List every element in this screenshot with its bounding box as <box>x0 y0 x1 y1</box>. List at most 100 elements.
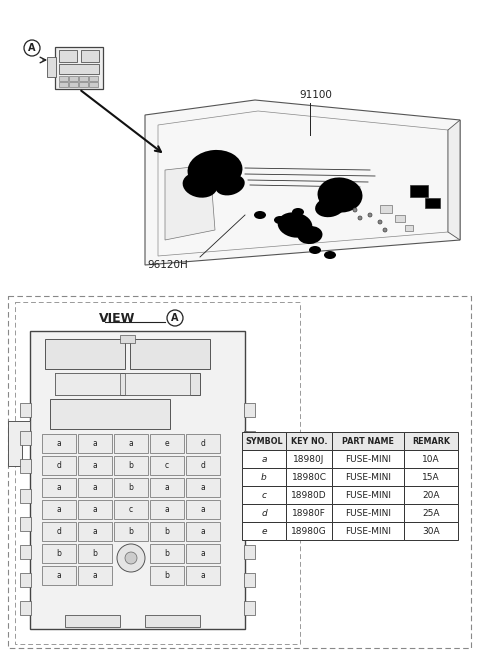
Text: 10A: 10A <box>422 455 440 464</box>
Bar <box>332 522 404 540</box>
Bar <box>114 456 148 475</box>
Bar <box>186 478 220 497</box>
Bar <box>186 500 220 519</box>
Bar <box>410 185 428 197</box>
Bar <box>244 459 255 473</box>
Bar <box>78 456 112 475</box>
Bar <box>286 450 332 468</box>
Bar <box>120 335 135 343</box>
Bar <box>55 47 103 89</box>
Text: c: c <box>165 461 169 470</box>
Text: 91100: 91100 <box>299 90 332 100</box>
Bar <box>130 339 210 369</box>
Bar <box>89 76 98 81</box>
Bar <box>45 339 125 369</box>
Text: FUSE-MINI: FUSE-MINI <box>345 472 391 482</box>
Bar <box>150 478 184 497</box>
Bar <box>244 403 255 417</box>
Text: 18980J: 18980J <box>293 455 324 464</box>
Bar <box>404 504 458 522</box>
Polygon shape <box>165 165 215 240</box>
Polygon shape <box>245 431 275 476</box>
Ellipse shape <box>254 211 266 219</box>
Bar <box>114 500 148 519</box>
Text: a: a <box>93 439 97 448</box>
Circle shape <box>167 310 183 326</box>
Text: a: a <box>57 505 61 514</box>
Bar <box>55 373 200 395</box>
Bar <box>20 601 31 615</box>
Bar <box>150 500 184 519</box>
Text: REMARK: REMARK <box>412 436 450 445</box>
Bar <box>242 450 286 468</box>
Bar <box>395 215 405 222</box>
Text: a: a <box>165 483 169 492</box>
Ellipse shape <box>188 150 242 190</box>
Bar <box>42 522 76 541</box>
Bar <box>125 373 190 395</box>
Bar <box>42 566 76 585</box>
Text: d: d <box>261 508 267 518</box>
Bar <box>42 544 76 563</box>
Bar <box>114 522 148 541</box>
Text: a: a <box>201 505 205 514</box>
Polygon shape <box>8 421 30 466</box>
Text: d: d <box>57 527 61 536</box>
Bar <box>145 615 200 627</box>
Ellipse shape <box>182 173 217 197</box>
Bar <box>286 486 332 504</box>
Bar <box>8 296 471 648</box>
Bar <box>242 522 286 540</box>
Bar <box>242 486 286 504</box>
Bar <box>244 489 255 503</box>
Bar <box>332 450 404 468</box>
Polygon shape <box>448 120 460 240</box>
Bar <box>244 545 255 559</box>
Text: a: a <box>129 439 133 448</box>
Text: 20A: 20A <box>422 491 440 499</box>
Bar <box>380 205 392 213</box>
Bar <box>186 434 220 453</box>
Text: A: A <box>28 43 36 53</box>
Bar <box>20 403 31 417</box>
Text: 25A: 25A <box>422 508 440 518</box>
Bar <box>242 468 286 486</box>
Text: a: a <box>165 505 169 514</box>
Text: b: b <box>165 549 169 558</box>
Text: d: d <box>201 461 205 470</box>
Bar <box>150 434 184 453</box>
Bar <box>42 478 76 497</box>
Bar <box>244 431 255 445</box>
Bar <box>425 198 440 208</box>
Bar <box>244 573 255 587</box>
Bar <box>244 601 255 615</box>
Text: b: b <box>165 571 169 580</box>
Text: 15A: 15A <box>422 472 440 482</box>
Ellipse shape <box>315 197 345 217</box>
Bar <box>286 522 332 540</box>
Bar <box>59 64 99 74</box>
Text: b: b <box>129 461 133 470</box>
Text: b: b <box>261 472 267 482</box>
Circle shape <box>368 213 372 217</box>
Bar <box>15 302 300 644</box>
Text: A: A <box>171 313 179 323</box>
Text: e: e <box>261 527 267 535</box>
Text: a: a <box>93 483 97 492</box>
Text: a: a <box>201 549 205 558</box>
Bar <box>286 504 332 522</box>
Bar <box>79 76 88 81</box>
Text: 18980D: 18980D <box>291 491 327 499</box>
Text: 18980G: 18980G <box>291 527 327 535</box>
Bar <box>150 544 184 563</box>
Text: a: a <box>261 455 267 464</box>
Ellipse shape <box>318 178 362 213</box>
Bar <box>253 449 263 457</box>
Bar <box>186 566 220 585</box>
Text: a: a <box>201 483 205 492</box>
Bar <box>286 432 332 450</box>
Bar <box>50 399 170 429</box>
Bar <box>332 486 404 504</box>
Text: 30A: 30A <box>422 527 440 535</box>
Bar <box>89 82 98 87</box>
